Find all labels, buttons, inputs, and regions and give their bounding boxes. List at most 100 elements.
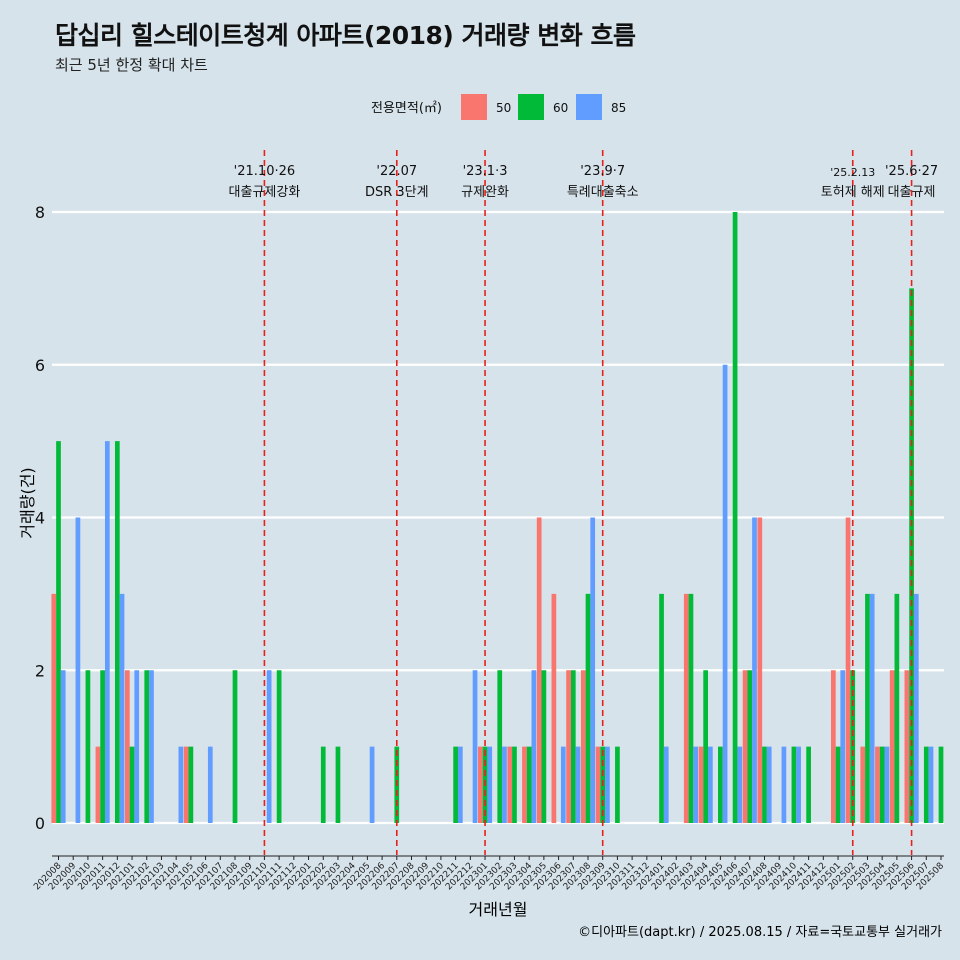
- legend-label-50: 50: [496, 101, 511, 115]
- bar-85-202308: [590, 517, 596, 823]
- bar-85-202409: [781, 746, 787, 823]
- bar-85-202406: [737, 746, 743, 823]
- bar-50-202101: [124, 670, 130, 823]
- legend-swatch-85: [576, 94, 602, 120]
- bar-85-202408: [766, 746, 772, 823]
- bar-60-202503: [865, 593, 870, 823]
- bar-60-202504: [879, 746, 885, 823]
- bar-85-202507: [928, 746, 934, 823]
- event-label: 토허제 해제: [821, 185, 885, 200]
- bar-60-202105: [188, 746, 194, 823]
- bar-60-202302: [497, 670, 503, 823]
- bar-60-202304: [526, 746, 532, 823]
- bar-60-202403: [688, 593, 694, 823]
- bar-85-202101: [134, 670, 140, 823]
- bar-60-202010: [85, 670, 91, 823]
- y-axis-label: 거래량(건): [18, 467, 37, 538]
- bar-50-202303: [507, 746, 513, 823]
- event-label: 대출규제강화: [229, 185, 301, 200]
- bar-60-202202: [320, 746, 326, 823]
- y-tick-label: 6: [35, 356, 45, 375]
- bar-50-202504: [875, 746, 880, 823]
- bar-60-202008: [56, 441, 61, 823]
- bar-60-202310: [615, 746, 620, 823]
- bar-85-202504: [884, 746, 890, 823]
- bar-50-202307: [566, 670, 571, 823]
- bar-50-202308: [580, 670, 586, 823]
- legend-label-85: 85: [611, 101, 626, 115]
- y-tick-label: 4: [35, 509, 45, 528]
- event-date: '25.2.13: [830, 166, 875, 179]
- bar-60-202203: [335, 746, 341, 823]
- legend: 전용면적(㎡) 50 60 85: [371, 94, 626, 120]
- bar-50-202505: [889, 670, 895, 823]
- bars: [51, 212, 944, 823]
- bar-60-202303: [512, 746, 517, 823]
- y-tick-label: 0: [35, 814, 45, 833]
- bar-60-202410: [791, 746, 797, 823]
- bar-60-202407: [747, 670, 753, 823]
- event-lines: '21.10·26 대출규제강화 '22.07 DSR 3단계 '23.1·3 규제완화 '…: [229, 150, 938, 855]
- bar-60-202308: [585, 593, 591, 823]
- bar-85-202307: [575, 746, 581, 823]
- bar-50-202008: [51, 593, 57, 823]
- chart-title: 답십리 힐스테이트청계 아파트(2018) 거래량 변화 흐름: [55, 21, 636, 50]
- bar-85-202401: [663, 746, 669, 823]
- bar-85-202503: [869, 593, 875, 823]
- event-date: '22.07: [376, 164, 417, 179]
- bar-60-202411: [806, 746, 811, 823]
- bar-50-202304: [522, 746, 527, 823]
- event-label: 특례대출축소: [567, 185, 639, 200]
- bar-60-202505: [894, 593, 900, 823]
- bar-85-202012: [119, 593, 125, 823]
- bar-50-202501: [830, 670, 836, 823]
- bar-85-202302: [502, 746, 507, 823]
- bar-85-202404: [708, 746, 713, 823]
- bar-85-202104: [178, 746, 184, 823]
- y-tick-label: 8: [35, 203, 45, 222]
- bar-50-202506: [904, 670, 910, 823]
- bar-60-202108: [232, 670, 238, 823]
- bar-60-202305: [541, 670, 547, 823]
- bar-85-202506: [913, 593, 919, 823]
- bar-60-202307: [570, 670, 576, 823]
- bar-85-202304: [531, 670, 537, 823]
- legend-swatch-50: [461, 94, 487, 120]
- bar-60-202401: [659, 593, 664, 823]
- bar-50-202105: [183, 746, 189, 823]
- bar-85-202102: [149, 670, 154, 823]
- bar-50-202408: [757, 517, 763, 823]
- bar-50-202306: [551, 593, 557, 823]
- y-tick-label: 2: [35, 661, 45, 680]
- bar-60-202111: [276, 670, 282, 823]
- bar-60-202501: [835, 746, 841, 823]
- legend-swatch-60: [518, 94, 544, 120]
- bar-85-202501: [840, 670, 846, 823]
- bar-50-202305: [536, 517, 542, 823]
- event-label: 대출규제: [888, 185, 936, 200]
- event-date: '21.10·26: [234, 164, 295, 179]
- legend-label-60: 60: [553, 101, 568, 115]
- bar-50-202502: [845, 517, 851, 823]
- event-label: 규제완화: [461, 185, 509, 200]
- bar-85-202106: [207, 746, 213, 823]
- bar-60-202408: [762, 746, 767, 823]
- bar-85-202008: [60, 670, 66, 823]
- bar-60-202406: [732, 212, 738, 823]
- bar-85-202011: [104, 441, 110, 823]
- event-date: '25.6·27: [885, 164, 938, 179]
- bar-85-202301: [487, 746, 493, 823]
- bar-85-202306: [560, 746, 566, 823]
- bar-85-202009: [75, 517, 81, 823]
- bar-50-202309: [595, 746, 601, 823]
- source-caption: ©디아파트(dapt.kr) / 2025.08.15 / 자료=국토교통부 실…: [578, 925, 942, 940]
- bar-60-202502: [850, 670, 856, 823]
- bar-85-202212: [472, 670, 478, 823]
- legend-title: 전용면적(㎡): [371, 101, 442, 116]
- bar-85-202309: [605, 746, 610, 823]
- bar-60-202011: [100, 670, 105, 823]
- bar-50-202011: [95, 746, 101, 823]
- bar-50-202404: [698, 746, 704, 823]
- bar-85-202110: [266, 670, 272, 823]
